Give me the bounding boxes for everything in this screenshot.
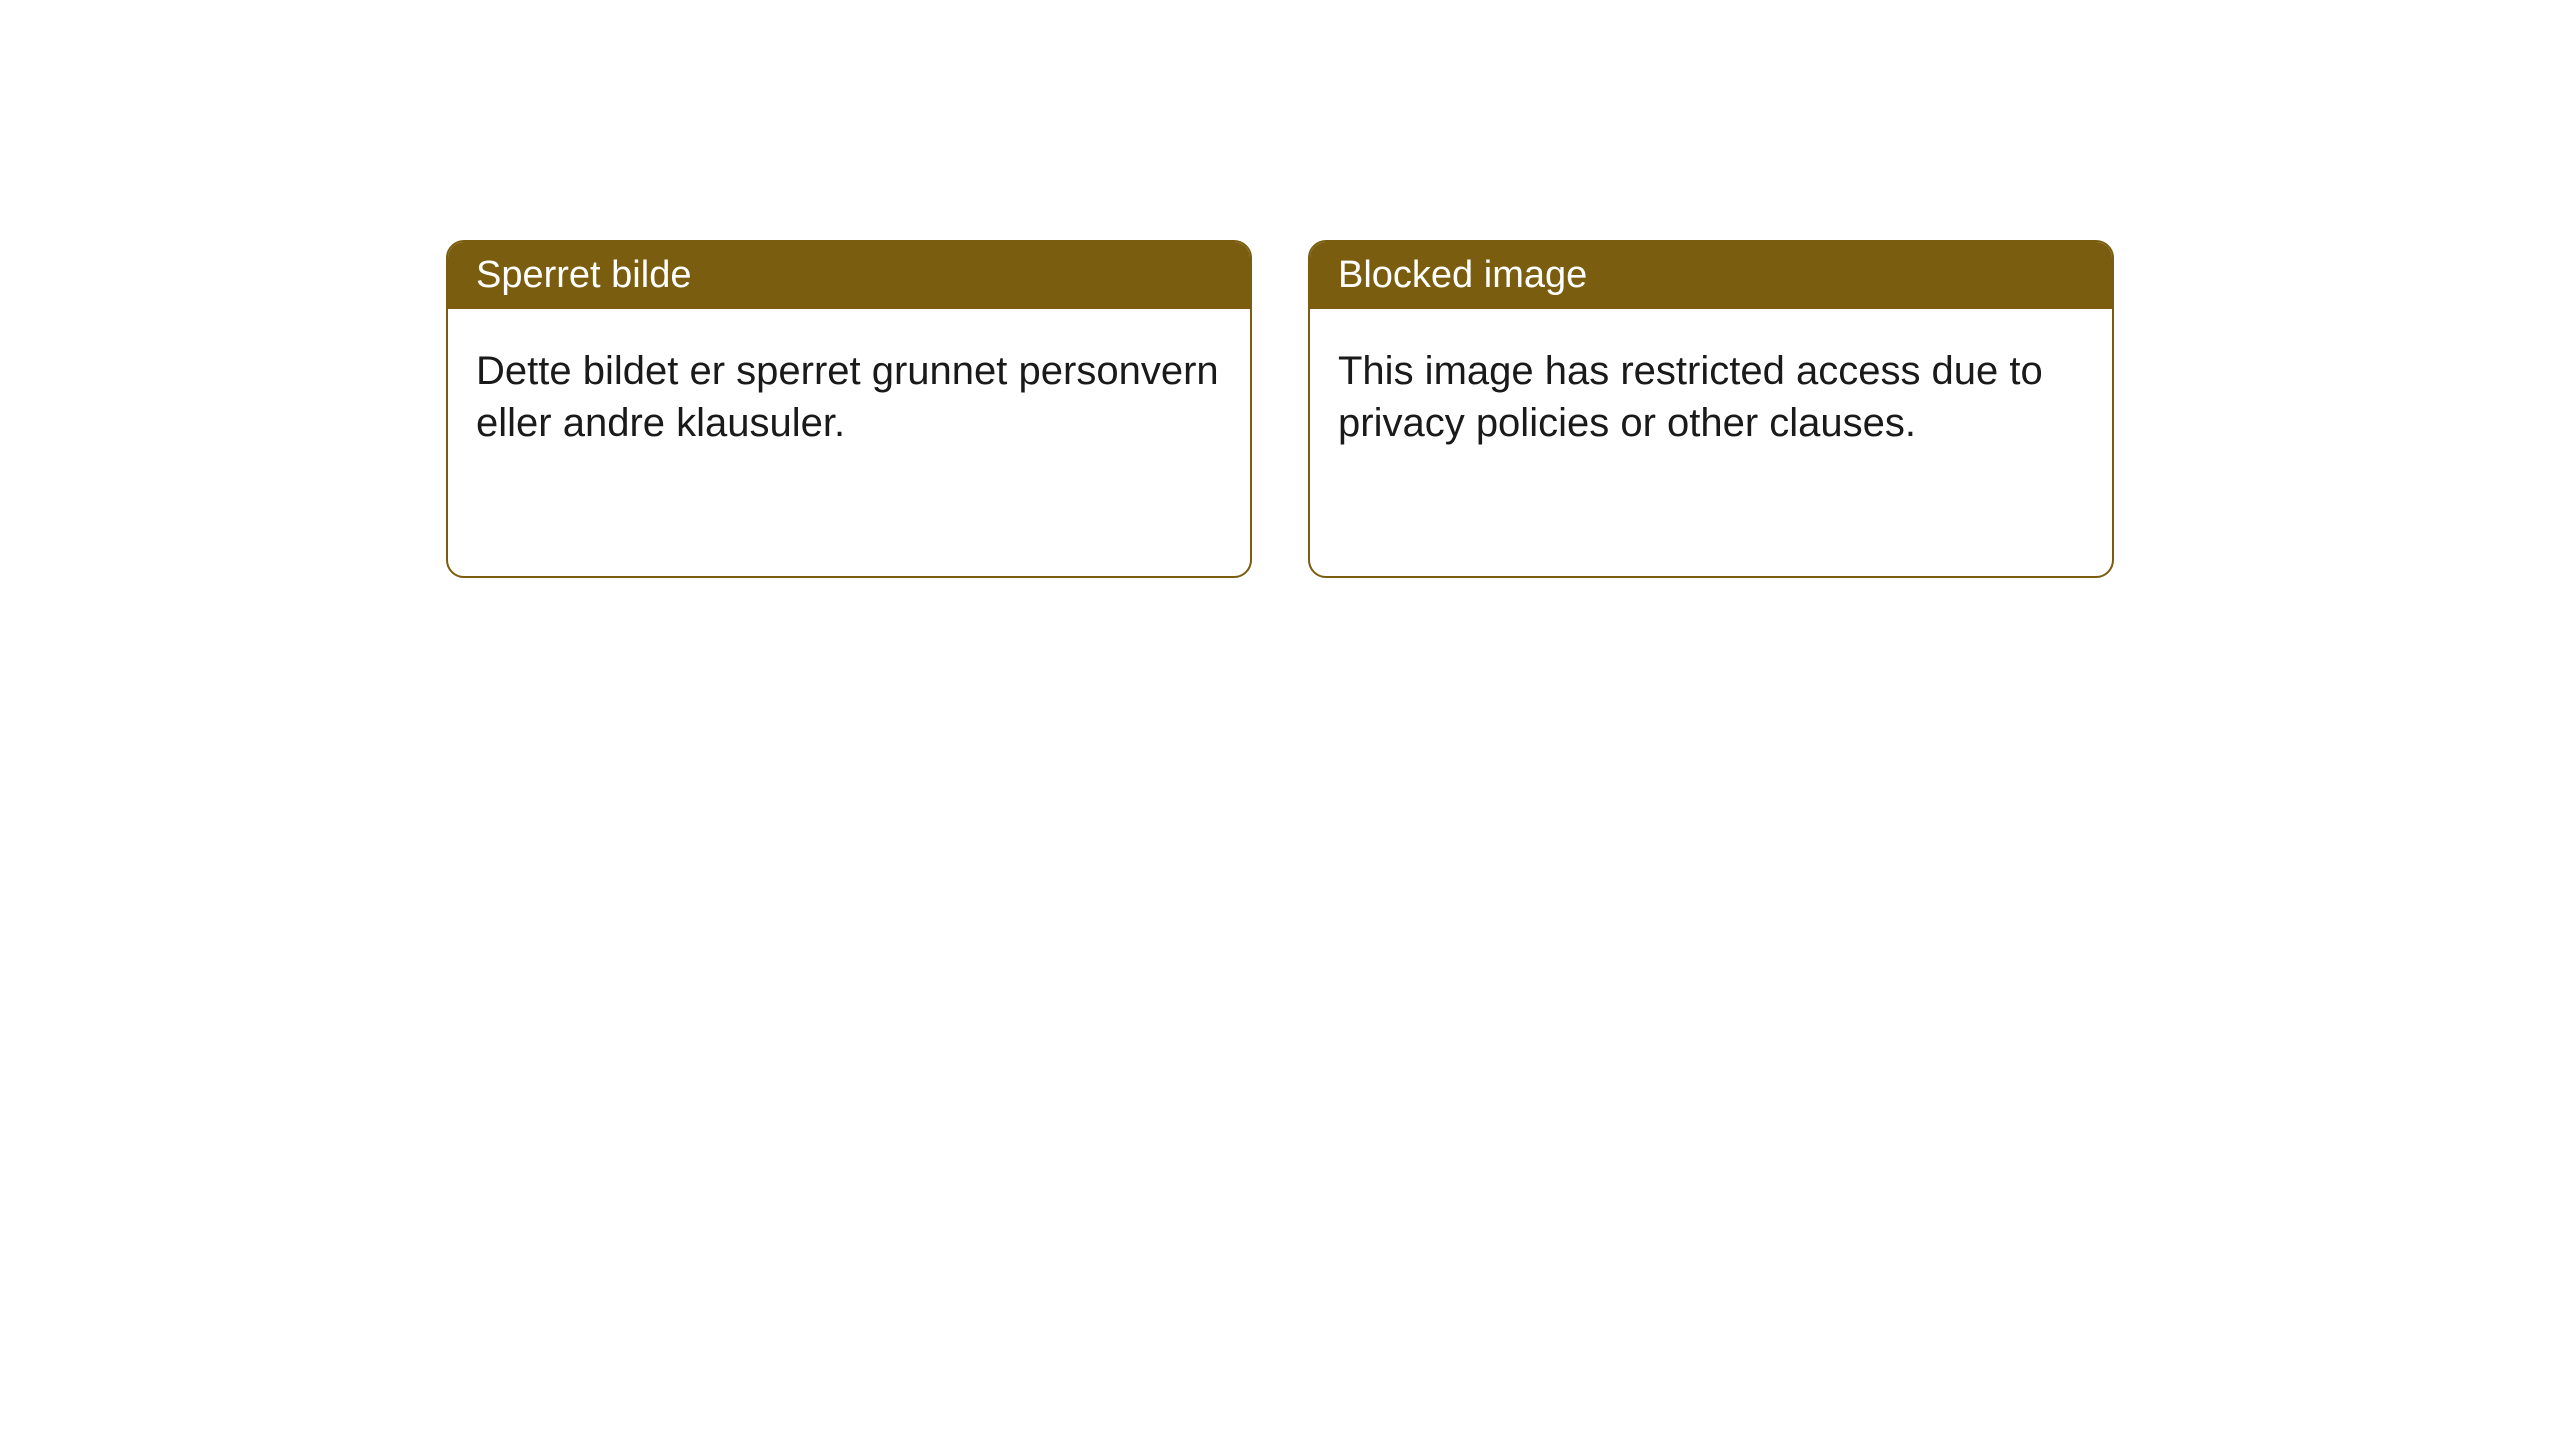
notice-title: Sperret bilde — [476, 254, 691, 296]
notice-header: Sperret bilde — [448, 242, 1250, 309]
notice-body: Dette bildet er sperret grunnet personve… — [448, 309, 1250, 485]
notice-card-norwegian: Sperret bilde Dette bildet er sperret gr… — [446, 240, 1252, 578]
notice-container: Sperret bilde Dette bildet er sperret gr… — [0, 0, 2560, 578]
notice-header: Blocked image — [1310, 242, 2112, 309]
notice-body: This image has restricted access due to … — [1310, 309, 2112, 485]
notice-message: Dette bildet er sperret grunnet personve… — [476, 349, 1219, 445]
notice-title: Blocked image — [1338, 254, 1587, 296]
notice-card-english: Blocked image This image has restricted … — [1308, 240, 2114, 578]
notice-message: This image has restricted access due to … — [1338, 349, 2043, 445]
